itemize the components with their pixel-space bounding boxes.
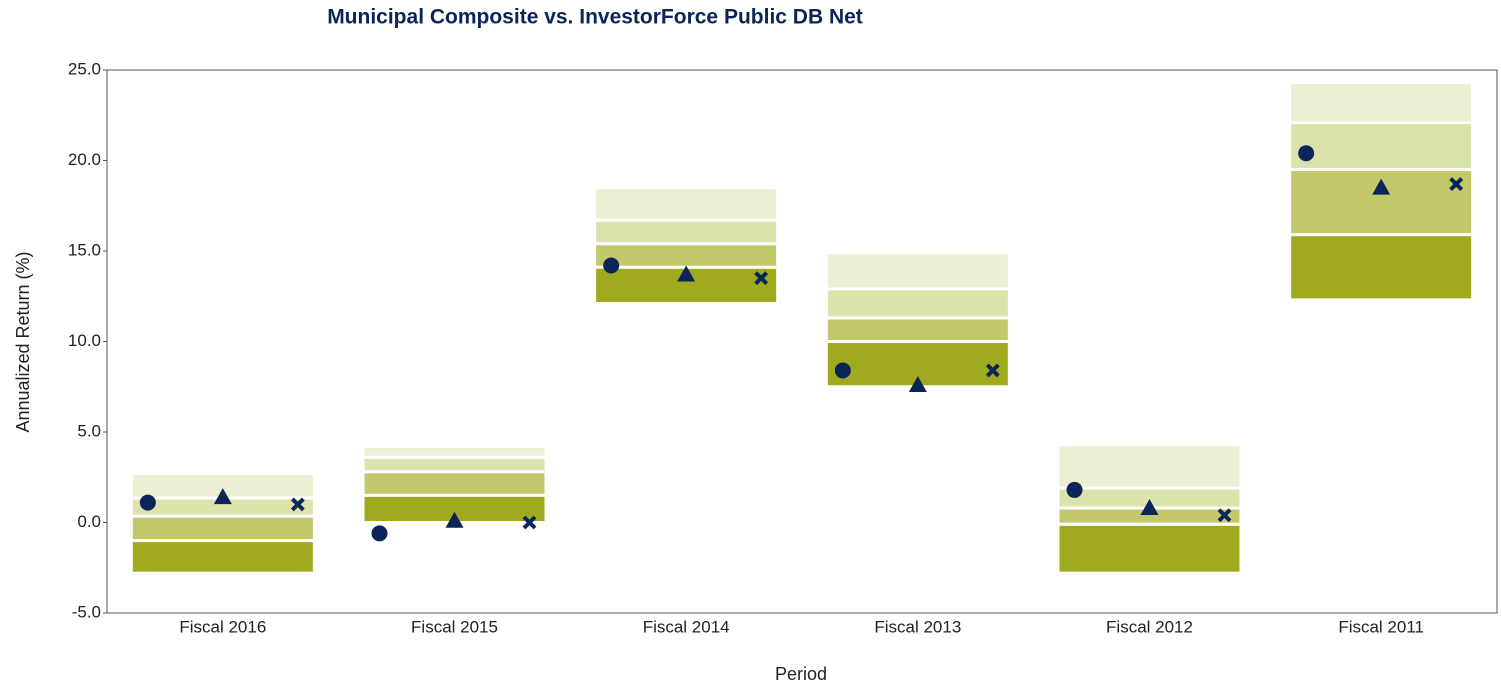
x-tick-label: Fiscal 2015 [411, 617, 498, 636]
y-axis-title: Annualized Return (%) [13, 251, 33, 432]
x-tick-label: Fiscal 2012 [1106, 617, 1193, 636]
percentile-band [1288, 233, 1475, 302]
marker-cross [290, 497, 305, 512]
y-tick-label: 0.0 [77, 512, 101, 531]
x-tick-label: Fiscal 2014 [643, 617, 730, 636]
percentile-band [824, 287, 1011, 320]
percentile-band [593, 242, 780, 269]
x-axis-title: Period [775, 664, 827, 684]
percentile-band [593, 218, 780, 246]
percentile-band [824, 251, 1011, 291]
marker-triangle [677, 265, 696, 282]
percentile-band [129, 539, 316, 575]
marker-circle [1298, 145, 1315, 162]
marker-cross [985, 363, 1000, 378]
x-tick-label: Fiscal 2013 [874, 617, 961, 636]
y-tick-label: 10.0 [68, 331, 101, 350]
marker-cross [522, 515, 537, 530]
y-tick-label: 20.0 [68, 150, 101, 169]
marker-triangle [213, 488, 232, 505]
marker-circle [371, 525, 388, 542]
y-tick-label: -5.0 [72, 602, 101, 621]
y-tick-label: 25.0 [68, 59, 101, 78]
x-tick-label: Fiscal 2011 [1338, 617, 1424, 636]
x-tick-label: Fiscal 2016 [179, 617, 266, 636]
marker-circle [603, 257, 620, 274]
percentile-band [361, 455, 548, 474]
percentile-band [593, 265, 780, 305]
marker-triangle [908, 375, 927, 392]
percentile-band [1056, 522, 1243, 575]
marker-cross [1449, 177, 1464, 191]
percentile-band [1288, 120, 1475, 172]
marker-triangle [1140, 499, 1159, 516]
marker-circle [139, 494, 156, 511]
percentile-band [1056, 443, 1243, 490]
percentile-band [824, 316, 1011, 344]
chart-title: Municipal Composite vs. InvestorForce Pu… [327, 6, 863, 29]
y-tick-label: 15.0 [68, 240, 101, 259]
percentile-band [361, 470, 548, 497]
percentile-band [361, 444, 548, 459]
marker-cross [1217, 508, 1232, 523]
marker-circle [834, 362, 851, 379]
percentile-band [593, 186, 780, 222]
marker-circle [1066, 481, 1083, 498]
marker-triangle [445, 511, 464, 528]
plot-frame [106, 69, 1498, 614]
marker-triangle [1372, 178, 1391, 195]
percentile-band [1288, 81, 1475, 124]
marker-cross [754, 271, 769, 286]
y-tick-label: 5.0 [77, 421, 101, 440]
percentile-band [129, 514, 316, 543]
